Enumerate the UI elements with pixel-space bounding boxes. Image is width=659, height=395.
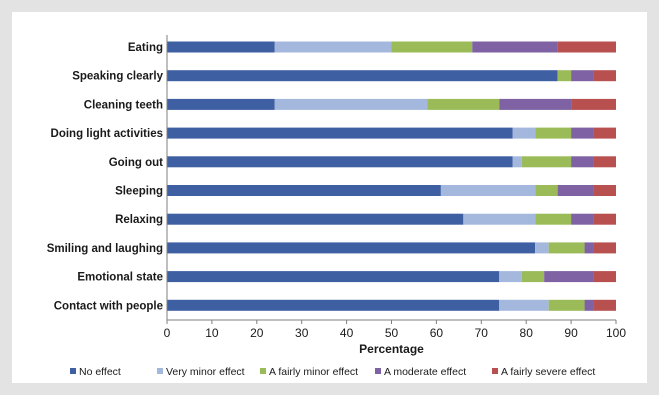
bar-segment	[571, 127, 594, 139]
bar-segment	[571, 70, 594, 82]
category-label: Doing light activities	[51, 128, 163, 140]
category-labels: Eating Speaking clearly Cleaning teeth Doin…	[47, 42, 164, 312]
legend-swatch	[492, 368, 498, 374]
bar-segment	[167, 127, 513, 139]
category-label: Going out	[109, 157, 163, 169]
x-tick-label: 70	[475, 326, 489, 340]
x-tick-label: 30	[295, 326, 309, 340]
category-label: Smiling and laughing	[47, 243, 163, 255]
bar-segment	[167, 271, 500, 283]
legend-swatch	[260, 368, 266, 374]
bar-segment	[512, 127, 536, 139]
category-label: Contact with people	[54, 300, 163, 312]
bar-segment	[593, 70, 616, 82]
bar-segment	[593, 242, 616, 254]
bar-segment	[440, 185, 536, 196]
bar-segment	[593, 185, 616, 196]
bar-segment	[548, 299, 585, 311]
x-axis-title: Percentage	[359, 342, 424, 356]
bar-segment	[167, 242, 536, 254]
bar-segment	[593, 156, 616, 168]
x-tick-label: 40	[340, 326, 354, 340]
bar-segment	[521, 156, 572, 168]
category-label: Emotional state	[77, 272, 163, 284]
bar-segment	[167, 185, 441, 196]
bar-segment	[571, 213, 594, 225]
x-axis: 0 10 20 30 40 50 60 70 80 90 100	[164, 35, 626, 340]
bar-segment	[167, 213, 464, 225]
bars-group	[167, 41, 616, 311]
legend-label: A fairly minor effect	[269, 366, 358, 378]
bar-segment	[593, 127, 616, 139]
legend-label: A moderate effect	[384, 366, 466, 378]
category-label: Cleaning teeth	[84, 99, 163, 111]
bar-segment	[167, 98, 275, 110]
legend-label: No effect	[79, 366, 121, 378]
bar-segment	[557, 41, 616, 53]
bar-segment	[499, 271, 522, 283]
bar-segment	[427, 98, 500, 110]
bar-segment	[167, 41, 275, 53]
legend-swatch	[70, 368, 76, 374]
bar-segment	[571, 156, 594, 168]
bar-segment	[535, 127, 572, 139]
category-label: Relaxing	[115, 214, 163, 226]
bar-segment	[274, 98, 428, 110]
x-tick-label: 50	[385, 326, 399, 340]
bar-segment	[593, 271, 616, 283]
x-tick-label: 10	[205, 326, 219, 340]
x-tick-label: 100	[606, 326, 626, 340]
x-tick-label: 80	[520, 326, 534, 340]
bar-segment	[593, 213, 616, 225]
bar-segment	[571, 98, 616, 110]
legend-swatch	[375, 368, 381, 374]
bar-segment	[548, 242, 585, 254]
chart-frame: Eating Speaking clearly Cleaning teeth Doin…	[12, 12, 647, 383]
bar-segment	[167, 299, 500, 311]
bar-segment	[584, 299, 594, 311]
stacked-bar-chart: Eating Speaking clearly Cleaning teeth Doin…	[47, 35, 626, 378]
bar-segment	[463, 213, 536, 225]
x-tick-label: 0	[164, 326, 171, 340]
category-label: Speaking clearly	[72, 71, 163, 83]
bar-segment	[535, 185, 558, 196]
bar-segment	[499, 299, 549, 311]
bar-segment	[521, 271, 545, 283]
legend-label: Very minor effect	[166, 366, 245, 378]
x-tick-label: 20	[250, 326, 264, 340]
legend-label: A fairly severe effect	[501, 366, 595, 378]
x-tick-label: 90	[564, 326, 578, 340]
bar-segment	[167, 70, 558, 82]
bar-segment	[391, 41, 473, 53]
bar-segment	[167, 156, 513, 168]
bar-segment	[584, 242, 594, 254]
bar-segment	[557, 185, 594, 196]
legend: No effect Very minor effect A fairly minor…	[70, 366, 595, 378]
bar-segment	[512, 156, 522, 168]
bar-segment	[535, 213, 572, 225]
x-tick-label: 60	[430, 326, 444, 340]
bar-segment	[544, 271, 594, 283]
bar-segment	[499, 98, 572, 110]
legend-swatch	[157, 368, 163, 374]
bar-segment	[472, 41, 558, 53]
bar-segment	[593, 299, 616, 311]
bar-segment	[535, 242, 549, 254]
bar-segment	[557, 70, 572, 82]
bar-segment	[274, 41, 392, 53]
category-label: Sleeping	[115, 186, 163, 198]
category-label: Eating	[128, 42, 163, 54]
